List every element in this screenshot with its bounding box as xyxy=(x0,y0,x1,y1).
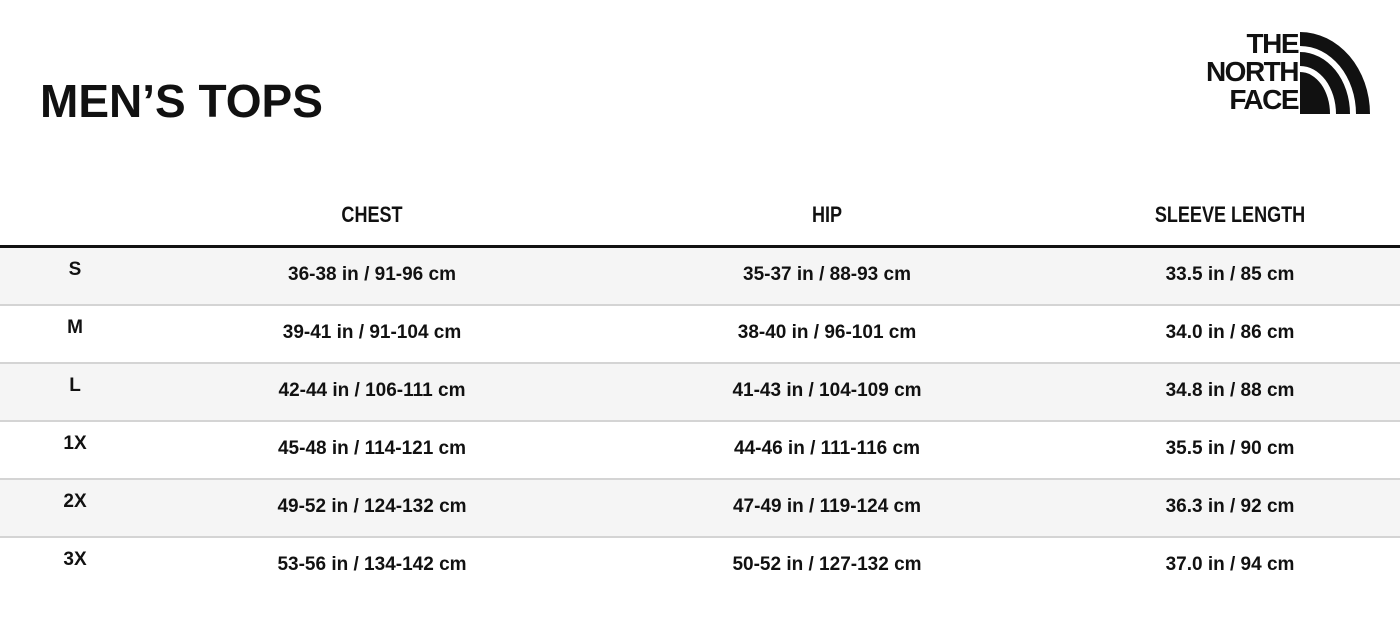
logo-line: FACE xyxy=(1229,84,1299,115)
hip-cell: 50-52 in / 127-132 cm xyxy=(732,554,922,575)
size-cell: 2X xyxy=(63,491,87,512)
sleeve-length-cell: 34.8 in / 88 cm xyxy=(1165,380,1295,401)
table-row: 2X 49-52 in / 124-132 cm 47-49 in / 119-12… xyxy=(0,480,1400,538)
size-cell: M xyxy=(67,317,83,338)
table-row: 3X 53-56 in / 134-142 cm 50-52 in / 127-13… xyxy=(0,538,1400,594)
table-row: M 39-41 in / 91-104 cm 38-40 in / 96-101 c… xyxy=(0,306,1400,364)
size-chart-table: CHEST HIP SLEEVE LENGTH S 36-38 in / 91-9… xyxy=(0,190,1400,594)
column-header-hip: HIP xyxy=(811,202,843,227)
hip-cell: 35-37 in / 88-93 cm xyxy=(743,264,911,285)
table-row: S 36-38 in / 91-96 cm 35-37 in / 88-93 cm 3… xyxy=(0,248,1400,306)
sleeve-length-cell: 34.0 in / 86 cm xyxy=(1165,322,1295,343)
column-header-sleeve-length: SLEEVE LENGTH xyxy=(1154,202,1306,227)
sleeve-length-cell: 37.0 in / 94 cm xyxy=(1165,554,1295,575)
hip-cell: 47-49 in / 119-124 cm xyxy=(732,496,922,517)
brand-logo: THE NORTH FACE xyxy=(1180,30,1370,120)
sleeve-length-cell: 36.3 in / 92 cm xyxy=(1165,496,1295,517)
hip-cell: 41-43 in / 104-109 cm xyxy=(732,380,922,401)
chest-cell: 49-52 in / 124-132 cm xyxy=(277,496,467,517)
size-cell: 3X xyxy=(63,549,87,570)
table-body: S 36-38 in / 91-96 cm 35-37 in / 88-93 cm 3… xyxy=(0,248,1400,594)
sleeve-length-cell: 35.5 in / 90 cm xyxy=(1165,438,1295,459)
chest-cell: 36-38 in / 91-96 cm xyxy=(288,264,456,285)
chest-cell: 53-56 in / 134-142 cm xyxy=(277,554,467,575)
logo-line: THE xyxy=(1246,28,1300,59)
size-cell: 1X xyxy=(63,433,87,454)
hip-cell: 38-40 in / 96-101 cm xyxy=(737,322,917,343)
table-row: 1X 45-48 in / 114-121 cm 44-46 in / 111-11… xyxy=(0,422,1400,480)
chest-cell: 45-48 in / 114-121 cm xyxy=(277,438,467,459)
sleeve-length-cell: 33.5 in / 85 cm xyxy=(1165,264,1295,285)
chest-cell: 42-44 in / 106-111 cm xyxy=(278,380,466,401)
logo-wordmark: THE NORTH FACE xyxy=(1205,28,1300,115)
half-dome-icon xyxy=(1300,32,1370,114)
column-header-chest: CHEST xyxy=(341,202,403,227)
size-cell: L xyxy=(69,375,81,396)
page-title: MEN’S TOPS xyxy=(40,75,323,127)
table-header: CHEST HIP SLEEVE LENGTH xyxy=(0,190,1400,248)
chest-cell: 39-41 in / 91-104 cm xyxy=(282,322,462,343)
logo-line: NORTH xyxy=(1205,56,1300,87)
hip-cell: 44-46 in / 111-116 cm xyxy=(734,438,920,459)
table-row: L 42-44 in / 106-111 cm 41-43 in / 104-109… xyxy=(0,364,1400,422)
size-cell: S xyxy=(68,259,82,280)
